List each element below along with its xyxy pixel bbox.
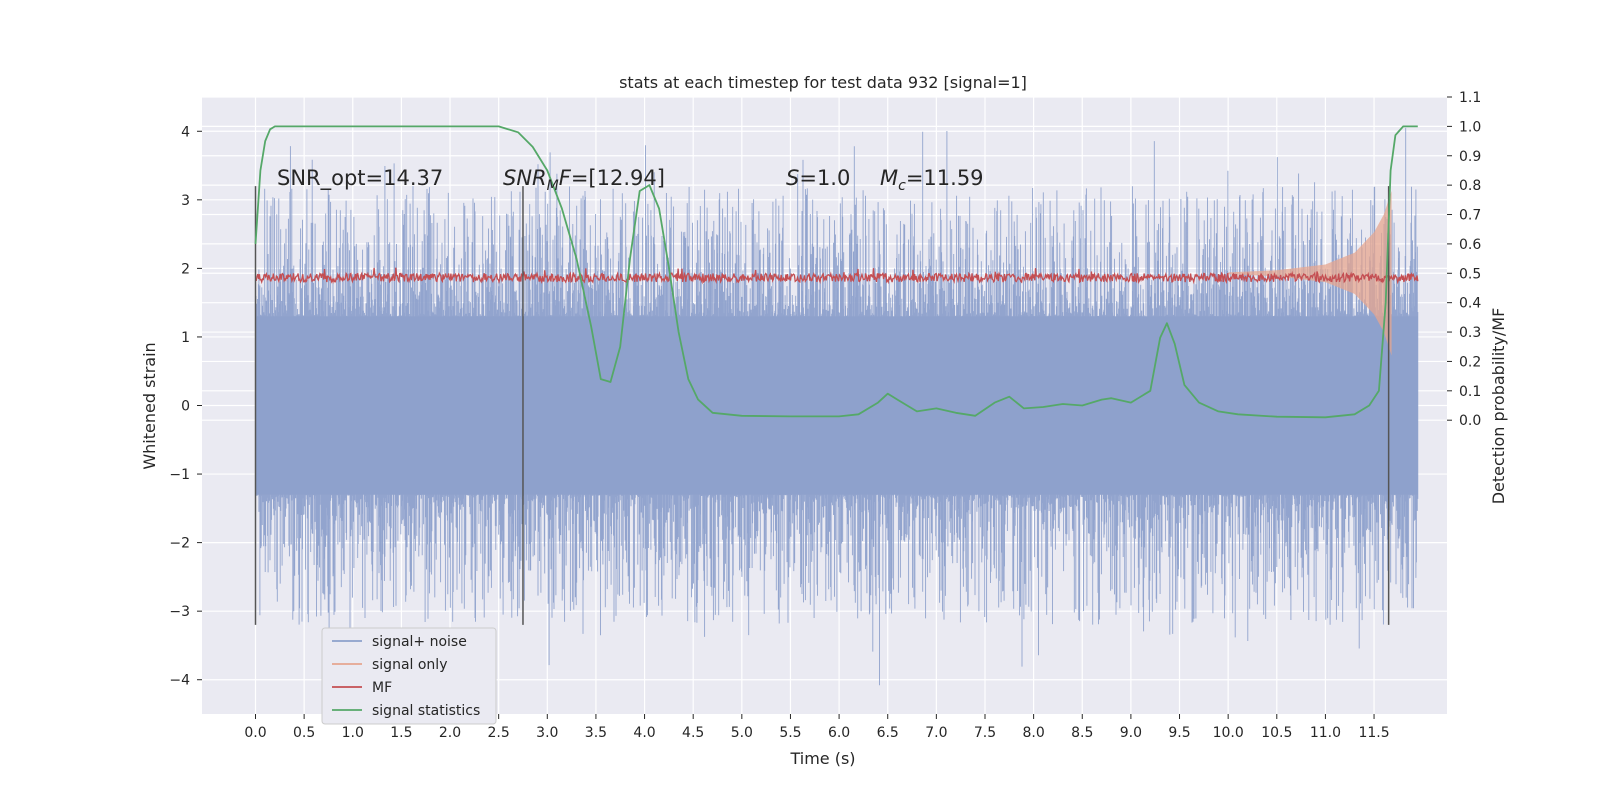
- x-tick-label: 9.0: [1120, 725, 1142, 741]
- x-tick-label: 0.0: [244, 725, 266, 741]
- legend: signal+ noise signal only MF signal statist…: [321, 627, 497, 725]
- snr-mf-italic: F: [559, 166, 572, 190]
- x-tick-label: 10.0: [1213, 725, 1244, 741]
- y-left-tick-label: −2: [169, 536, 190, 552]
- s-symbol: S: [786, 166, 799, 190]
- y-left-tick-label: 4: [181, 124, 190, 140]
- signal-only-series: [1228, 191, 1392, 356]
- x-axis-label: Time (s): [789, 749, 855, 768]
- chart-title: stats at each timestep for test data 932…: [619, 73, 1027, 92]
- y-left-axis-ticks: −4 −3 −2 −1 0 1 2 3 4: [169, 124, 202, 689]
- x-tick-label: 10.5: [1261, 725, 1292, 741]
- vertical-markers: [254, 186, 1390, 625]
- x-tick-label: 5.0: [731, 725, 753, 741]
- y-right-axis-label: Detection probability/MF: [1489, 308, 1508, 505]
- y-right-tick-label: 0.7: [1459, 208, 1481, 224]
- y-right-tick-label: 0.2: [1459, 354, 1481, 370]
- x-tick-label: 8.5: [1071, 725, 1093, 741]
- annotation-snr-mf: SNRMF=[12.94]: [503, 166, 665, 194]
- signal-statistics-series: [254, 125, 1418, 419]
- x-tick-label: 11.5: [1358, 725, 1389, 741]
- y-left-tick-label: −4: [169, 673, 190, 689]
- x-tick-label: 11.0: [1310, 725, 1341, 741]
- legend-label: signal only: [372, 657, 447, 673]
- mc-value: =11.59: [906, 166, 984, 190]
- y-left-tick-label: −1: [169, 467, 190, 483]
- x-tick-label: 3.0: [536, 725, 558, 741]
- signal-noise-series: [255, 127, 1419, 686]
- y-right-tick-label: 0.8: [1459, 178, 1481, 194]
- x-tick-label: 7.0: [925, 725, 947, 741]
- annotation-snr-opt: SNR_opt=14.37: [277, 166, 443, 191]
- y-right-tick-label: 0.0: [1459, 413, 1481, 429]
- y-left-tick-label: 0: [181, 399, 190, 415]
- x-tick-label: 4.5: [682, 725, 704, 741]
- mf-line: [255, 267, 1419, 285]
- x-tick-label: 9.5: [1168, 725, 1190, 741]
- y-left-tick-label: 2: [181, 261, 190, 277]
- x-tick-label: 6.0: [828, 725, 850, 741]
- x-tick-label: 6.5: [877, 725, 899, 741]
- legend-box: [321, 627, 497, 725]
- y-left-tick-label: −3: [169, 604, 190, 620]
- y-right-axis-ticks: 0.0 0.1 0.2 0.3 0.4 0.5 0.6 0.7 0.8 0.9 1.0 1.1: [1447, 90, 1481, 429]
- y-right-tick-label: 0.1: [1459, 384, 1481, 400]
- snr-mf-sub: M: [547, 178, 559, 194]
- x-tick-label: 2.5: [488, 725, 510, 741]
- legend-label: signal statistics: [372, 703, 480, 719]
- signal-only-envelope: [1228, 191, 1392, 356]
- y-right-tick-label: 0.3: [1459, 325, 1481, 341]
- x-tick-label: 7.5: [974, 725, 996, 741]
- mf-series: [255, 267, 1419, 285]
- x-tick-label: 1.5: [390, 725, 412, 741]
- annotation-s: S=1.0: [786, 166, 850, 190]
- y-right-tick-label: 0.9: [1459, 149, 1481, 165]
- y-left-tick-label: 3: [181, 193, 190, 209]
- mc-symbol: M: [880, 166, 898, 190]
- x-tick-label: 5.5: [779, 725, 801, 741]
- legend-label: signal+ noise: [372, 634, 467, 650]
- x-axis-ticks: 0.0 0.5 1.0 1.5 2.0 2.5 3.0 3.5 4.0 4.5 5.0 5.5 6.0 6…: [244, 714, 1390, 741]
- y-left-axis-label: Whitened strain: [140, 342, 159, 469]
- y-right-tick-label: 0.5: [1459, 266, 1481, 282]
- signal-statistics-line: [254, 125, 1418, 419]
- x-tick-label: 3.5: [585, 725, 607, 741]
- annotation-mc: Mc=11.59: [880, 166, 984, 194]
- y-right-tick-label: 1.0: [1459, 119, 1481, 135]
- mc-sub: c: [898, 178, 906, 194]
- y-right-tick-label: 0.4: [1459, 296, 1481, 312]
- x-tick-label: 1.0: [342, 725, 364, 741]
- x-tick-label: 4.0: [633, 725, 655, 741]
- legend-label: MF: [372, 680, 392, 696]
- x-tick-label: 8.0: [1022, 725, 1044, 741]
- snr-mf-value: =[12.94]: [571, 166, 665, 190]
- x-tick-label: 2.0: [439, 725, 461, 741]
- x-tick-label: 0.5: [293, 725, 315, 741]
- y-left-tick-label: 1: [181, 330, 190, 346]
- y-right-tick-label: 1.1: [1459, 90, 1481, 106]
- s-value: =1.0: [799, 166, 850, 190]
- snr-mf-symbol: SNR: [503, 166, 547, 190]
- y-right-tick-label: 0.6: [1459, 237, 1481, 253]
